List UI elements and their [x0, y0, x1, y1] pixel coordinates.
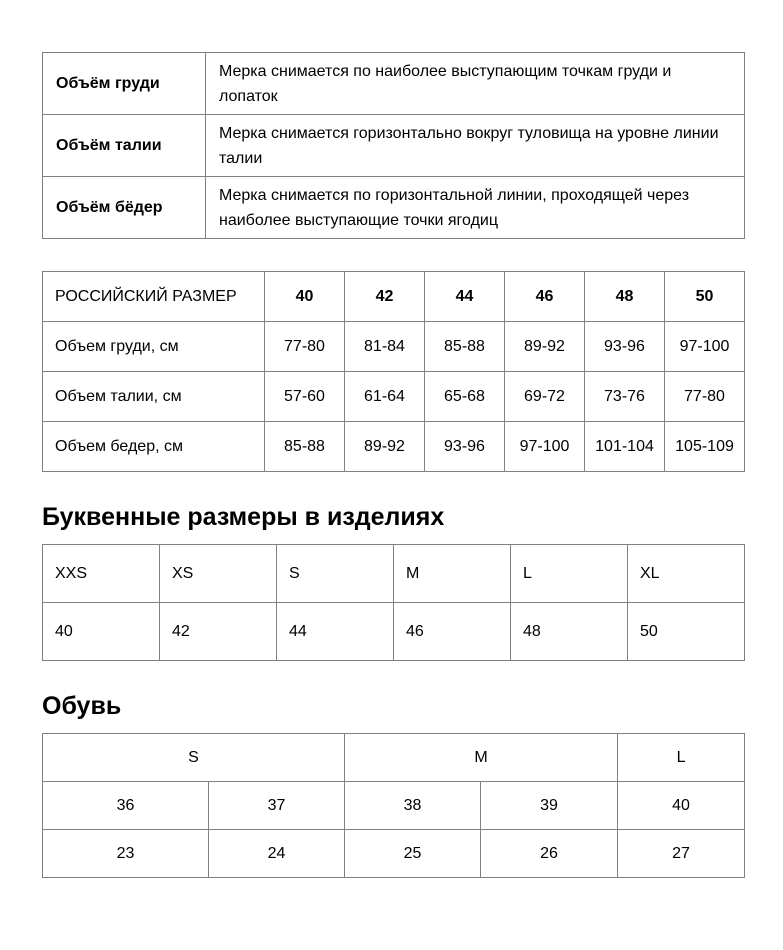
measure-label-chest: Объём груди — [42, 52, 206, 115]
chest-value: 89-92 — [504, 321, 585, 372]
letter-size-l: L — [510, 544, 628, 603]
size-chart-page: Объём груди Мерка снимается по наиболее … — [41, 52, 746, 878]
row-label-waist: Объем талии, см — [42, 371, 265, 422]
letter-sizes-number-row: 40 42 44 46 48 50 — [42, 602, 745, 661]
row-label-chest: Объем груди, см — [42, 321, 265, 372]
letter-sizes-heading: Буквенные размеры в изделиях — [42, 503, 445, 531]
size-col-46: 46 — [504, 271, 585, 322]
waist-value: 57-60 — [264, 371, 345, 422]
table-row: Объём талии Мерка снимается горизонтальн… — [42, 114, 745, 177]
row-label-hips: Объем бедер, см — [42, 421, 265, 472]
table-row-hips: Объем бедер, см 85-88 89-92 93-96 97-100… — [42, 421, 745, 472]
chest-value: 77-80 — [264, 321, 345, 372]
shoes-eu-size-row: 36 37 38 39 40 — [42, 781, 746, 830]
shoes-group-l: L — [617, 733, 746, 782]
shoes-group-header-row: S M L — [41, 733, 746, 782]
shoe-eu-size: 40 — [617, 781, 746, 830]
waist-value: 65-68 — [424, 371, 505, 422]
size-col-42: 42 — [344, 271, 425, 322]
chest-value: 85-88 — [424, 321, 505, 372]
chest-value: 93-96 — [584, 321, 665, 372]
shoes-size-table: S M L 36 37 38 39 40 23 24 25 26 27 — [41, 733, 746, 878]
russian-size-header: РОССИЙСКИЙ РАЗМЕР — [42, 271, 265, 322]
shoe-eu-size: 39 — [480, 781, 619, 830]
measure-label-hips: Объём бёдер — [42, 176, 206, 239]
letter-sizes-table: XXS XS S M L XL 40 42 44 46 48 50 — [42, 544, 745, 661]
letter-size-xxs: XXS — [42, 544, 160, 603]
measure-desc-waist: Мерка снимается горизонтально вокруг тул… — [205, 114, 745, 177]
table-row-chest: Объем груди, см 77-80 81-84 85-88 89-92 … — [42, 321, 745, 372]
shoes-group-s: S — [41, 733, 346, 782]
letter-sizes-header-row: XXS XS S M L XL — [42, 544, 745, 603]
shoe-eu-size: 36 — [42, 781, 209, 830]
shoes-group-m: M — [344, 733, 619, 782]
hips-value: 85-88 — [264, 421, 345, 472]
letter-size-m: M — [393, 544, 511, 603]
numeric-size: 46 — [393, 602, 511, 661]
letter-size-xs: XS — [159, 544, 277, 603]
shoe-cm-size: 27 — [617, 829, 746, 878]
hips-value: 101-104 — [584, 421, 665, 472]
measure-label-waist: Объём талии — [42, 114, 206, 177]
waist-value: 77-80 — [664, 371, 745, 422]
size-col-50: 50 — [664, 271, 745, 322]
waist-value: 69-72 — [504, 371, 585, 422]
shoes-cm-size-row: 23 24 25 26 27 — [42, 829, 746, 878]
numeric-size: 48 — [510, 602, 628, 661]
shoe-cm-size: 23 — [42, 829, 209, 878]
russian-size-table: РОССИЙСКИЙ РАЗМЕР 40 42 44 46 48 50 Объе… — [42, 271, 745, 472]
shoe-cm-size: 26 — [480, 829, 619, 878]
chest-value: 81-84 — [344, 321, 425, 372]
letter-size-s: S — [276, 544, 394, 603]
hips-value: 89-92 — [344, 421, 425, 472]
size-col-44: 44 — [424, 271, 505, 322]
hips-value: 93-96 — [424, 421, 505, 472]
waist-value: 73-76 — [584, 371, 665, 422]
numeric-size: 42 — [159, 602, 277, 661]
table-row-waist: Объем талии, см 57-60 61-64 65-68 69-72 … — [42, 371, 745, 422]
table-row: Объём груди Мерка снимается по наиболее … — [42, 52, 745, 115]
measurement-definitions-table: Объём груди Мерка снимается по наиболее … — [42, 52, 745, 239]
measure-desc-hips: Мерка снимается по горизонтальной линии,… — [205, 176, 745, 239]
numeric-size: 50 — [627, 602, 745, 661]
numeric-size: 44 — [276, 602, 394, 661]
chest-value: 97-100 — [664, 321, 745, 372]
shoe-cm-size: 24 — [207, 829, 346, 878]
waist-value: 61-64 — [344, 371, 425, 422]
shoe-eu-size: 38 — [344, 781, 482, 830]
letter-size-xl: XL — [627, 544, 745, 603]
table-header-row: РОССИЙСКИЙ РАЗМЕР 40 42 44 46 48 50 — [42, 271, 745, 322]
size-col-48: 48 — [584, 271, 665, 322]
hips-value: 105-109 — [664, 421, 745, 472]
hips-value: 97-100 — [504, 421, 585, 472]
size-col-40: 40 — [264, 271, 345, 322]
measure-desc-chest: Мерка снимается по наиболее выступающим … — [205, 52, 745, 115]
shoe-cm-size: 25 — [344, 829, 482, 878]
numeric-size: 40 — [42, 602, 160, 661]
shoe-eu-size: 37 — [207, 781, 346, 830]
table-row: Объём бёдер Мерка снимается по горизонта… — [42, 176, 745, 239]
shoes-heading: Обувь — [42, 692, 122, 720]
